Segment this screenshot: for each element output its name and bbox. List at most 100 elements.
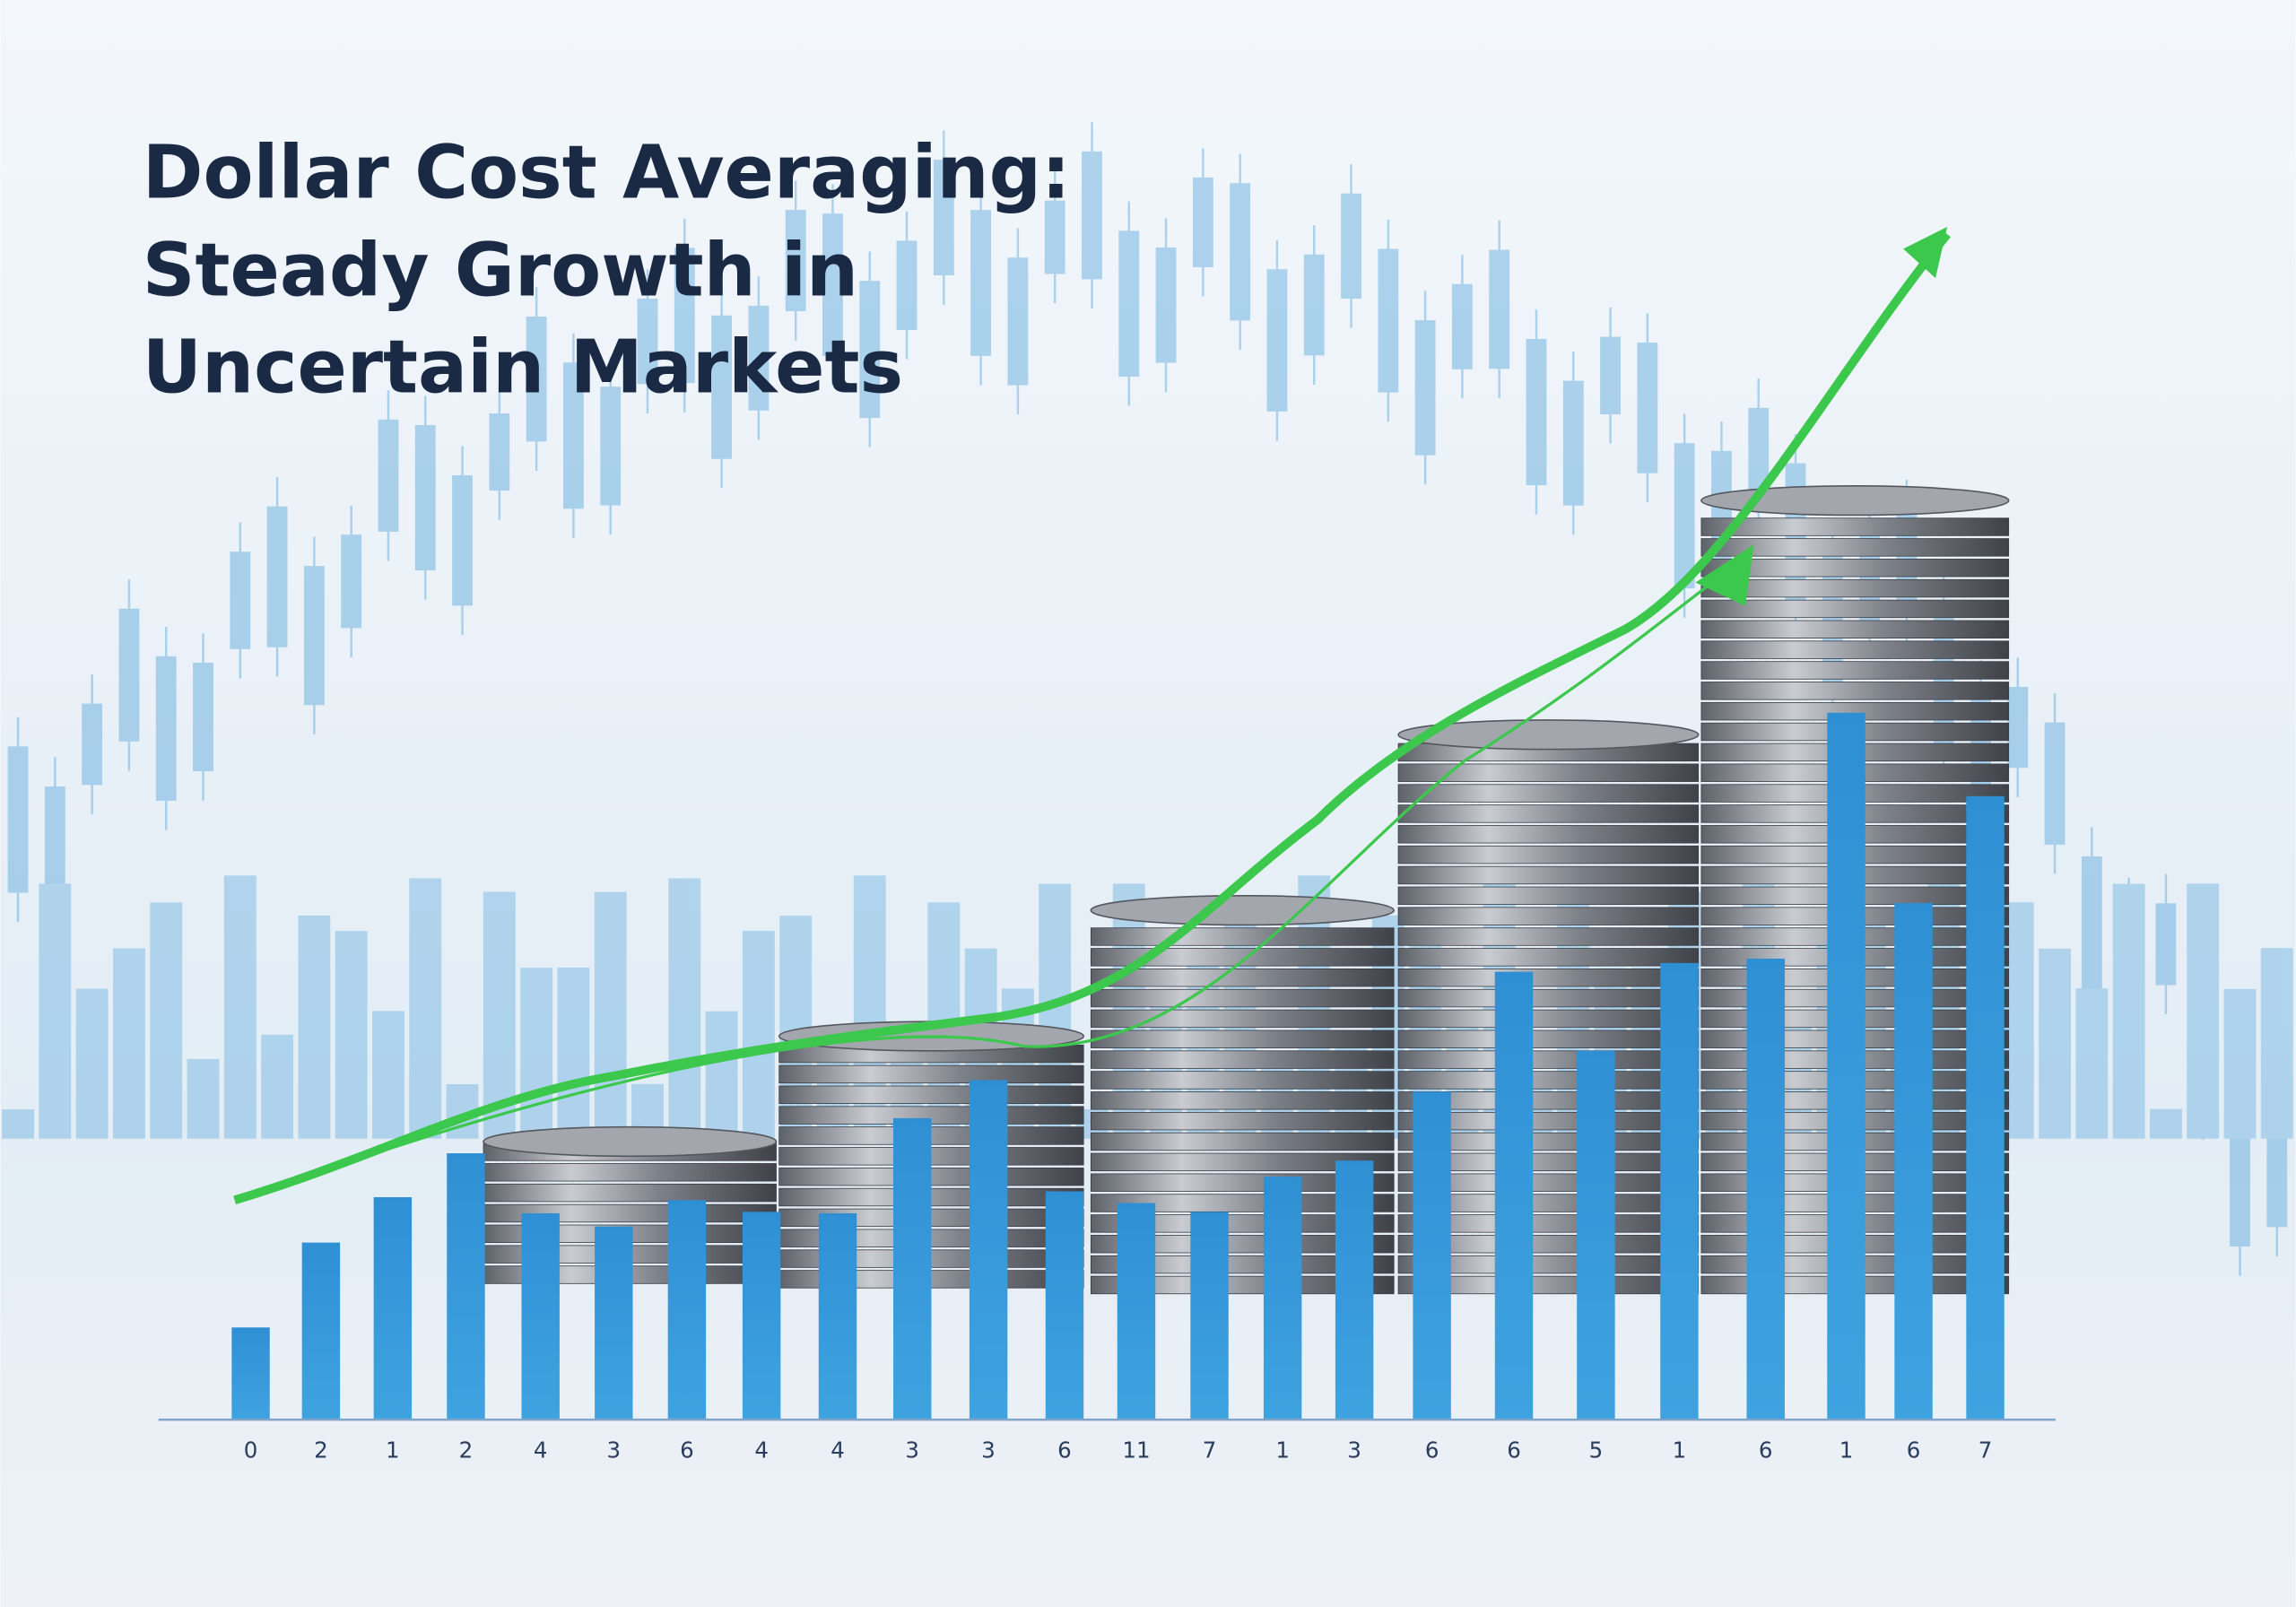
candle xyxy=(1230,183,1251,321)
candle xyxy=(1526,338,1547,486)
bar xyxy=(521,1212,560,1420)
coin-edge xyxy=(1090,988,1395,1008)
candle xyxy=(2007,686,2029,769)
candle xyxy=(2044,722,2066,845)
coin-edge xyxy=(1397,927,1700,946)
coin-edge xyxy=(1090,1255,1395,1274)
x-label: 6 xyxy=(1507,1438,1521,1464)
candle xyxy=(600,387,622,506)
bar xyxy=(1190,1212,1229,1420)
coin-edge xyxy=(1090,927,1395,946)
candle xyxy=(1341,193,1361,300)
bar xyxy=(1045,1191,1084,1420)
candle xyxy=(1303,254,1325,356)
candle xyxy=(266,506,288,647)
candle xyxy=(155,656,177,801)
x-label: 6 xyxy=(680,1438,694,1464)
coin-edge xyxy=(1090,1194,1395,1212)
coin-edge xyxy=(1397,865,1700,885)
coin-edge xyxy=(1397,1071,1700,1090)
coin-edge xyxy=(1397,886,1700,906)
coin-edge xyxy=(483,1163,777,1182)
bar-group xyxy=(231,712,2005,1420)
candle xyxy=(637,298,658,385)
volume-bar xyxy=(298,915,331,1139)
candle xyxy=(1414,320,1436,456)
bar xyxy=(1966,795,2005,1420)
x-label: 3 xyxy=(981,1438,996,1464)
candle xyxy=(2155,903,2177,986)
x-label: 7 xyxy=(1203,1438,1217,1464)
coin-edge xyxy=(1397,907,1700,925)
candle xyxy=(822,213,843,356)
candle xyxy=(1155,247,1177,363)
candle xyxy=(785,210,806,312)
x-labels: 0 2 1 2 4 3 6 4 4 3 3 6 11 7 1 3 6 6 5 1 6 1 6 7 xyxy=(244,1438,1993,1464)
volume-bar xyxy=(705,1011,738,1139)
coin-edge xyxy=(1397,969,1700,987)
x-label: 4 xyxy=(754,1438,769,1464)
coin-edge xyxy=(1397,1009,1700,1029)
trend-arrow xyxy=(233,231,1951,1204)
coin-edge xyxy=(1090,1152,1395,1172)
bar xyxy=(1413,1091,1451,1420)
candle xyxy=(2266,1118,2288,1228)
coin-edge xyxy=(483,1183,777,1203)
volume-bar xyxy=(112,948,145,1139)
bar xyxy=(1263,1177,1302,1420)
volume-bar xyxy=(668,878,701,1139)
coin-edge xyxy=(1090,1071,1395,1090)
candle xyxy=(1378,248,1399,393)
coin-edge xyxy=(1700,640,2010,659)
candle xyxy=(378,419,399,532)
bar xyxy=(1577,1050,1615,1420)
candle xyxy=(526,317,547,442)
coin-edge xyxy=(778,1064,1084,1084)
coin-edge xyxy=(1397,763,1700,782)
coin-edge xyxy=(1397,1050,1700,1069)
x-label: 5 xyxy=(1589,1438,1604,1464)
candle xyxy=(859,281,881,419)
coin-edge xyxy=(1700,517,2010,536)
candle xyxy=(1562,380,1584,506)
coin-edge xyxy=(778,1085,1084,1104)
coin-edge xyxy=(1700,620,2010,638)
candle xyxy=(118,608,140,742)
x-label: 6 xyxy=(1907,1438,1921,1464)
candle xyxy=(1192,177,1213,267)
bar xyxy=(447,1153,485,1420)
bar xyxy=(1494,971,1534,1420)
bar xyxy=(1117,1203,1156,1420)
coin-edge xyxy=(1700,661,2010,680)
x-label: 4 xyxy=(534,1438,548,1464)
coin-edge xyxy=(1397,988,1700,1008)
coin-edge xyxy=(1700,578,2010,598)
candle xyxy=(44,786,65,908)
coin-edge xyxy=(1090,1009,1395,1029)
x-label: 6 xyxy=(1057,1438,1072,1464)
coin-edge xyxy=(1090,1132,1395,1151)
volume-bar xyxy=(335,931,368,1139)
volume-bar xyxy=(2039,948,2072,1139)
coin-edge xyxy=(1090,948,1395,967)
x-label: 4 xyxy=(831,1438,845,1464)
bar xyxy=(667,1200,707,1420)
coin-edge xyxy=(1700,682,2010,700)
coin-edge xyxy=(1397,948,1700,967)
bar xyxy=(969,1080,1008,1420)
candle xyxy=(82,703,103,786)
candle xyxy=(1637,343,1658,473)
candle xyxy=(414,424,436,571)
bar xyxy=(373,1197,413,1420)
bar xyxy=(742,1212,781,1420)
x-label: 6 xyxy=(1759,1438,1773,1464)
title-line: Dollar Cost Averaging: xyxy=(143,130,1071,215)
bar xyxy=(1335,1160,1374,1420)
volume-bar xyxy=(187,1058,220,1139)
bar xyxy=(1894,902,1933,1420)
volume-bar xyxy=(2075,988,2109,1139)
title-line: Steady Growth in xyxy=(143,229,858,314)
candle xyxy=(303,566,325,706)
